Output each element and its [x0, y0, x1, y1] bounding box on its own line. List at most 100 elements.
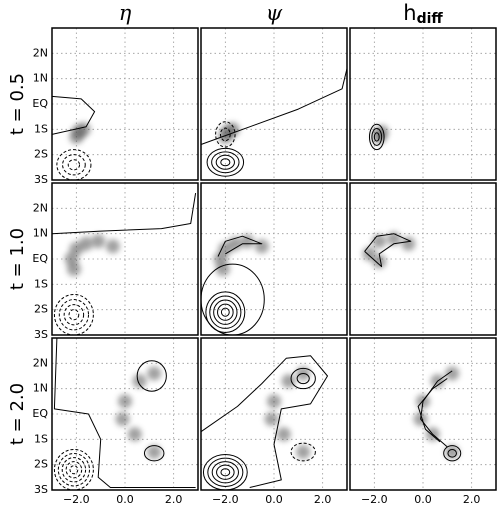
panel: 2N 1N EQ 1S 2S 3S −2.0 0.0 2.0 [32, 337, 199, 506]
contour-line [200, 68, 348, 145]
shading [276, 427, 291, 442]
shading [225, 122, 240, 137]
contour [211, 461, 239, 484]
panel [349, 182, 497, 336]
y-tick-label: 1N [33, 227, 48, 240]
panel-frame [349, 27, 497, 181]
x-tick-label: 2.0 [314, 493, 332, 506]
panel-frame [349, 182, 497, 336]
y-tick-label: 1S [34, 277, 48, 290]
shading [267, 394, 281, 409]
shading [132, 374, 147, 389]
y-tick-label: EQ [32, 407, 48, 420]
row-title: t = 1.0 [7, 228, 28, 290]
y-tick-label: 3S [34, 483, 48, 496]
contour [56, 149, 92, 181]
contour [57, 453, 90, 487]
panel-frame [200, 27, 348, 181]
contour [217, 303, 234, 321]
panel-frame [51, 182, 199, 336]
x-tick-label: 0.0 [116, 493, 134, 506]
row-title: t = 2.0 [7, 383, 28, 445]
shading [240, 234, 255, 249]
title-main: ψ [266, 1, 283, 25]
contour [207, 457, 244, 487]
contour [58, 299, 89, 331]
shading [91, 234, 106, 249]
x-tick-label: −2.0 [212, 493, 239, 506]
column-title: η [119, 1, 132, 25]
contour [290, 442, 316, 462]
shading [127, 427, 142, 442]
contour-line [364, 233, 412, 268]
panel-frame [200, 182, 348, 336]
x-tick-label: −2.0 [63, 493, 90, 506]
contour [62, 154, 86, 176]
shading [66, 262, 81, 277]
contour [136, 360, 167, 392]
contour [61, 457, 87, 483]
panel [349, 27, 497, 181]
shading [147, 366, 162, 381]
panel [200, 182, 348, 336]
contour [296, 372, 310, 385]
shading [76, 122, 91, 137]
contour [220, 158, 231, 167]
panel: 2N 1N EQ 1S 2S 3S [32, 182, 199, 341]
contour [65, 461, 83, 479]
y-tick-label: 3S [34, 173, 48, 186]
panel [200, 27, 348, 181]
contour-line [217, 235, 263, 257]
contour [368, 123, 385, 151]
contour-line [53, 337, 196, 488]
y-tick-label: 2S [34, 148, 48, 161]
contour [205, 291, 246, 333]
contour [290, 367, 316, 390]
contour [443, 445, 462, 462]
shading [115, 412, 130, 427]
shading [228, 236, 243, 251]
panel: −2.0 0.0 2.0 [349, 337, 497, 506]
contour-line [200, 355, 328, 488]
shading [296, 445, 311, 459]
contour [143, 445, 165, 462]
contour [220, 468, 231, 477]
contour [220, 307, 230, 317]
shading [264, 412, 279, 427]
contour-line [51, 95, 96, 135]
contour [373, 132, 380, 142]
y-tick-label: 3S [34, 328, 48, 341]
y-tick-label: 2S [34, 458, 48, 471]
y-tick-label: 1N [33, 72, 48, 85]
y-tick-label: 2N [33, 201, 48, 214]
contour [447, 448, 457, 458]
shading [372, 254, 387, 269]
shading [372, 234, 387, 249]
shading [147, 445, 162, 459]
x-tick-label: 0.0 [414, 493, 432, 506]
column-title: ψ [266, 1, 283, 25]
shading [79, 236, 94, 251]
contour [69, 465, 79, 475]
title-main: h [403, 1, 416, 25]
shading [215, 262, 230, 277]
contour [63, 304, 85, 326]
contour [211, 151, 240, 174]
shading [105, 239, 120, 254]
title-main: η [119, 1, 132, 25]
shading [118, 394, 132, 409]
y-tick-label: 1S [34, 122, 48, 135]
contour [215, 121, 236, 148]
title-subscript: diff [417, 11, 444, 27]
contour [68, 309, 80, 321]
x-tick-label: 2.0 [463, 493, 481, 506]
panel-frame [51, 27, 199, 181]
panel-frame [51, 337, 199, 491]
y-tick-label: 1S [34, 432, 48, 445]
x-tick-label: 0.0 [265, 493, 283, 506]
contour [215, 154, 235, 170]
contour-line [417, 378, 448, 443]
shading [281, 374, 296, 389]
contour [213, 299, 238, 325]
